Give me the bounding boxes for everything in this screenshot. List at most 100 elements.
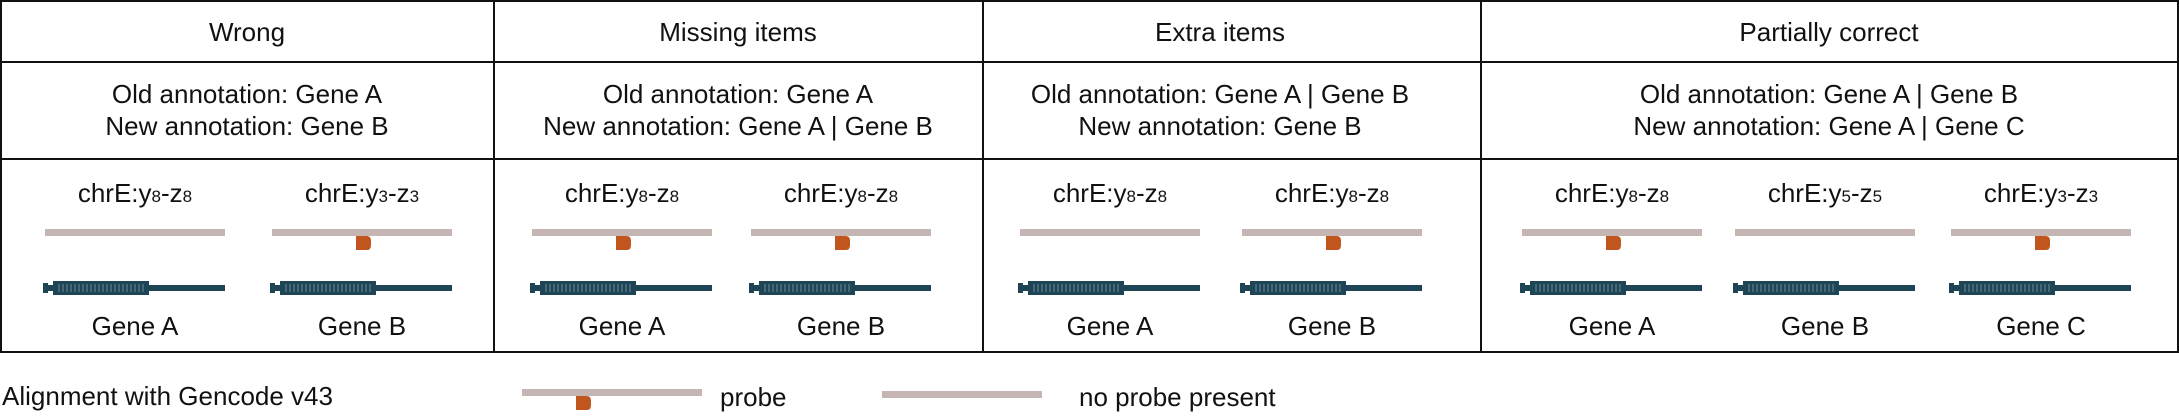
gene-start-cap (270, 283, 275, 293)
region-y: y (139, 178, 152, 208)
region-base: chrE: (1555, 178, 1616, 208)
gene-label: Gene A (1067, 311, 1154, 341)
region-z: z (876, 178, 889, 208)
track-gene-a: chrE:y8-z8 Gene A (1018, 178, 1200, 341)
column-header: Partially correct (1739, 17, 1919, 47)
region-z: z (2076, 178, 2089, 208)
old-annotation-text: Old annotation: Gene A | Gene B (1031, 79, 1409, 109)
region-label: chrE:y8-z8 (1053, 178, 1167, 208)
track-gene-b: chrE:y5-z5 Gene B (1733, 178, 1915, 341)
region-z: z (1367, 178, 1380, 208)
track-gene-a: chrE:y8-z8 Gene A (530, 178, 712, 341)
gene-exon-hatch (1535, 284, 1621, 292)
region-separator: - (2067, 178, 2076, 208)
region-z: z (1860, 178, 1873, 208)
column-header: Missing items (659, 17, 816, 47)
gene-label: Gene B (797, 311, 885, 341)
region-y-sub: 5 (1842, 187, 1851, 206)
new-annotation-text: New annotation: Gene A | Gene C (1633, 111, 2024, 141)
region-label: chrE:y8-z8 (1275, 178, 1389, 208)
legend: Alignment with Gencode v43 probe no prob… (2, 381, 1276, 412)
gene-label: Gene B (318, 311, 406, 341)
probe-mark (356, 236, 371, 250)
region-separator: - (648, 178, 657, 208)
alignment-line (1522, 229, 1702, 236)
gene-exon-hatch (545, 284, 631, 292)
gene-exon (280, 281, 376, 295)
region-base: chrE: (305, 178, 366, 208)
probe-mark (2035, 236, 2050, 250)
table-border (0, 0, 2179, 353)
region-y: y (1616, 178, 1629, 208)
region-z-sub: 3 (2089, 187, 2098, 206)
region-z-sub: 8 (889, 187, 898, 206)
alignment-line (532, 229, 712, 236)
alignment-line (1951, 229, 2131, 236)
gene-start-cap (1733, 283, 1738, 293)
region-y: y (1114, 178, 1127, 208)
region-y: y (366, 178, 379, 208)
new-annotation-text: New annotation: Gene B (1078, 111, 1361, 141)
region-label: chrE:y5-z5 (1768, 178, 1882, 208)
gene-exon-hatch (1964, 284, 2050, 292)
gene-start-cap (1018, 283, 1023, 293)
gene-label: Gene A (579, 311, 666, 341)
legend-no-probe-label: no probe present (1079, 382, 1276, 412)
region-z-sub: 8 (1380, 187, 1389, 206)
old-annotation-text: Old annotation: Gene A | Gene B (1640, 79, 2018, 109)
region-z: z (397, 178, 410, 208)
region-z-sub: 8 (1660, 187, 1669, 206)
gene-label: Gene B (1781, 311, 1869, 341)
region-base: chrE: (565, 178, 626, 208)
gene-start-cap (530, 283, 535, 293)
gene-label: Gene A (1569, 311, 1656, 341)
region-z: z (1647, 178, 1660, 208)
gene-start-cap (1949, 283, 1954, 293)
gene-exon (759, 281, 855, 295)
old-annotation-text: Old annotation: Gene A (603, 79, 874, 109)
gene-exon-hatch (1748, 284, 1834, 292)
alignment-line (1020, 229, 1200, 236)
region-y-sub: 3 (2058, 187, 2067, 206)
gene-label: Gene C (1996, 311, 2086, 341)
legend-probe-line (522, 389, 702, 396)
legend-probe-swatch (522, 389, 702, 410)
region-base: chrE: (1984, 178, 2045, 208)
region-label: chrE:y8-z8 (784, 178, 898, 208)
gene-exon-hatch (285, 284, 371, 292)
region-separator: - (1358, 178, 1367, 208)
region-base: chrE: (1768, 178, 1829, 208)
region-label: chrE:y8-z8 (565, 178, 679, 208)
gene-exon (540, 281, 636, 295)
gene-start-cap (749, 283, 754, 293)
table-grid (0, 0, 2179, 353)
old-annotation-text: Old annotation: Gene A (112, 79, 383, 109)
alignment-line (1735, 229, 1915, 236)
column-wrong: Wrong Old annotation: Gene A New annotat… (43, 17, 452, 341)
gene-exon-hatch (1255, 284, 1341, 292)
new-annotation-text: New annotation: Gene A | Gene B (543, 111, 933, 141)
region-z-sub: 3 (410, 187, 419, 206)
region-y-sub: 3 (379, 187, 388, 206)
legend-probe-mark (576, 396, 591, 410)
region-z-sub: 8 (1158, 187, 1167, 206)
region-y: y (1336, 178, 1349, 208)
region-y: y (2045, 178, 2058, 208)
legend-no-probe-line (882, 391, 1042, 398)
column-missing-items: Missing items Old annotation: Gene A New… (530, 17, 933, 341)
region-y-sub: 8 (1127, 187, 1136, 206)
gene-exon-hatch (764, 284, 850, 292)
track-gene-a: chrE:y8-z8 Gene A (43, 178, 225, 341)
gene-start-cap (1520, 283, 1525, 293)
region-separator: - (161, 178, 170, 208)
gene-label: Gene A (92, 311, 179, 341)
region-y: y (1829, 178, 1842, 208)
probe-mark (835, 236, 850, 250)
region-label: chrE:y8-z8 (78, 178, 192, 208)
gene-exon (1959, 281, 2055, 295)
column-header: Extra items (1155, 17, 1285, 47)
gene-exon (1743, 281, 1839, 295)
